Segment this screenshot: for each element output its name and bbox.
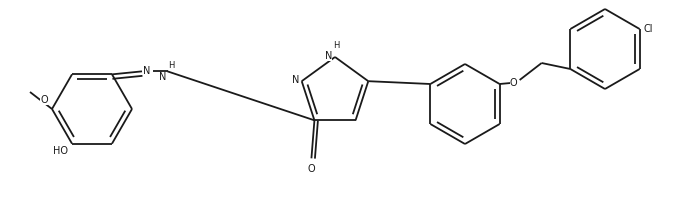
Text: N: N: [159, 72, 167, 82]
Text: O: O: [40, 95, 48, 105]
Text: N: N: [292, 75, 299, 85]
Text: N: N: [325, 51, 332, 61]
Text: O: O: [308, 164, 315, 174]
Text: H: H: [333, 41, 339, 50]
Text: Cl: Cl: [644, 24, 653, 34]
Text: N: N: [142, 66, 150, 76]
Text: HO: HO: [53, 146, 68, 156]
Text: O: O: [510, 78, 517, 88]
Text: H: H: [168, 61, 174, 70]
